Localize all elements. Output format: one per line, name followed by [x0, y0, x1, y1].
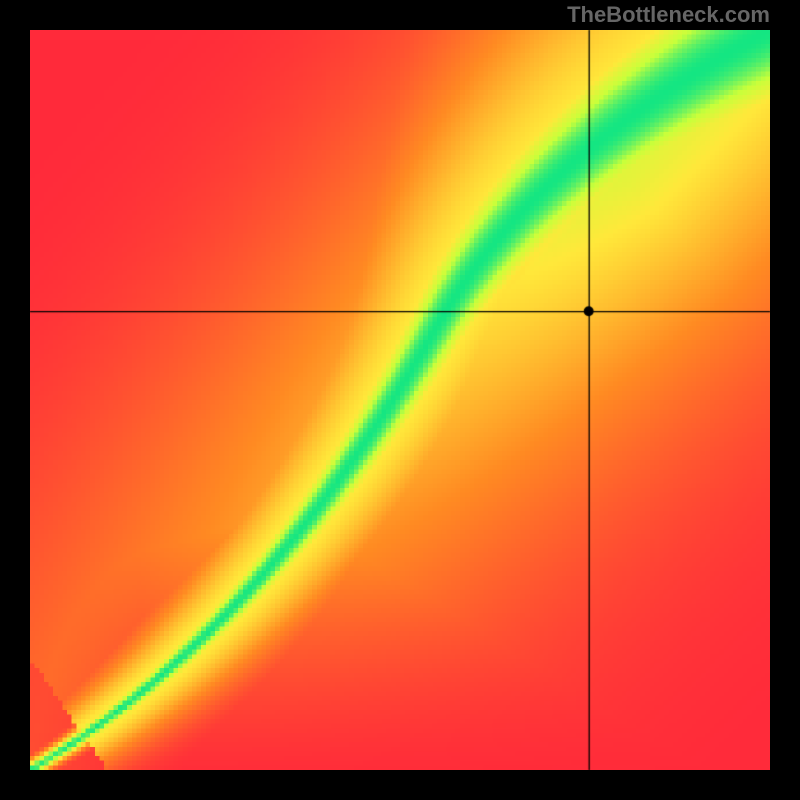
crosshair-overlay — [0, 0, 800, 800]
chart-container: TheBottleneck.com — [0, 0, 800, 800]
watermark-text: TheBottleneck.com — [567, 2, 770, 28]
